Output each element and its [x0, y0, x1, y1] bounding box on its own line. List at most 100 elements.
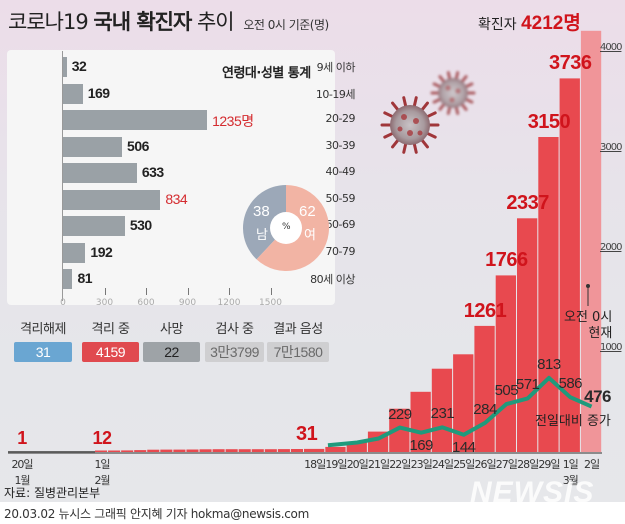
- month-label: 3월: [562, 474, 579, 487]
- age-bar: [63, 83, 83, 104]
- bar: [538, 137, 559, 452]
- age-x-tick: [187, 288, 189, 295]
- donut-slice-male: [243, 185, 286, 260]
- age-bar-value: 506: [127, 137, 149, 154]
- x-tick-label: 20일: [11, 458, 33, 471]
- credit-text: 20.03.02 뉴시스 그래픽 안지혜 기자 hokma@newsis.com: [4, 507, 309, 521]
- bar: [580, 30, 602, 453]
- x-tick-label: 18일: [304, 458, 326, 471]
- age-x-tick-label: 600: [137, 298, 155, 308]
- stat-value-box: 3만3799: [205, 342, 264, 362]
- female-label: 여: [304, 228, 316, 243]
- x-tick-label: 24일: [431, 458, 454, 471]
- increase-value-label: 813: [537, 355, 561, 373]
- age-x-tick-label: 0: [60, 298, 66, 308]
- age-group-label: 30-39: [325, 138, 356, 152]
- age-group-label: 50-59: [325, 191, 356, 205]
- bar: [290, 449, 303, 452]
- age-x-tick: [229, 288, 230, 295]
- age-x-tick: [146, 288, 147, 295]
- bar: [474, 325, 495, 452]
- age-bar: [63, 110, 208, 130]
- bar-value-label: 2337: [506, 192, 549, 215]
- bar: [251, 449, 264, 452]
- bar-value-label: 31: [296, 423, 318, 445]
- age-x-tick-label: 1200: [217, 298, 241, 308]
- age-bar: [63, 189, 161, 210]
- increase-value-label: 505: [494, 382, 519, 400]
- bar: [147, 449, 160, 452]
- age-x-tick: [270, 288, 272, 295]
- stat-label: 사망: [160, 322, 183, 337]
- age-bar-value: 1235명: [212, 113, 254, 129]
- bar: [346, 441, 367, 452]
- increase-line: [327, 375, 593, 448]
- bar: [95, 450, 108, 452]
- bar: [225, 449, 238, 452]
- stat-value-box: 7만1580: [267, 342, 329, 362]
- stat-value-box: 4159: [82, 342, 139, 362]
- page-title: 코로나19 국내 확진자 추이 오전 0시 기준(명): [8, 10, 329, 34]
- bar-value-label: 1766: [485, 249, 528, 272]
- month-label: 2월: [94, 474, 110, 487]
- stat-label: 격리해제: [20, 322, 66, 337]
- bar: [431, 368, 453, 452]
- y-tick-label: 4000: [600, 42, 622, 53]
- increase-value-label: 229: [388, 405, 412, 423]
- age-bar: [63, 57, 67, 77]
- virus-icon-blurred: [430, 71, 476, 115]
- age-group-label: 80세 이상: [310, 273, 355, 286]
- early-value-label: 12: [92, 428, 112, 448]
- x-tick-label: 29일: [538, 458, 560, 471]
- footer-bar: [0, 502, 625, 524]
- increase-legend: 전일대비 증가: [535, 414, 611, 429]
- stat-label: 격리 중: [91, 322, 130, 337]
- bar: [134, 450, 147, 452]
- early-value-label: 1: [17, 428, 27, 448]
- x-tick-label: 23일: [410, 458, 433, 471]
- age-bar-value: 192: [90, 243, 113, 260]
- age-x-tick: [104, 288, 106, 295]
- y-tick-label: 2000: [600, 242, 622, 253]
- bar: [108, 450, 121, 452]
- age-bar: [63, 163, 137, 183]
- age-group-label: 60-69: [325, 218, 356, 231]
- x-tick-label: 2일: [583, 458, 600, 471]
- panel-title: 연령대·성별 통계: [222, 66, 311, 81]
- x-tick-label: 22일: [389, 458, 411, 471]
- increase-value-label: 231: [430, 405, 455, 423]
- male-label: 남: [256, 228, 268, 243]
- virus-icon: [380, 96, 440, 154]
- stat-value-box: 31: [14, 342, 72, 362]
- age-axis-line: [62, 51, 63, 301]
- stat-value-box: 22: [143, 342, 200, 362]
- age-group-label: 40-49: [325, 165, 356, 178]
- age-bar-value: 530: [129, 217, 152, 233]
- age-x-tick-label: 300: [95, 298, 114, 308]
- x-tick-label: 19일: [325, 458, 347, 471]
- x-tick-label: 25일: [453, 458, 475, 471]
- source-text: 자료: 질병관리본부: [4, 486, 101, 500]
- bar: [264, 449, 277, 452]
- donut-center-label: %: [282, 222, 291, 232]
- age-bar: [63, 136, 123, 157]
- gender-donut: [243, 185, 329, 271]
- age-bar: [63, 242, 86, 263]
- bar: [453, 354, 474, 452]
- increase-value-label: 571: [515, 376, 540, 394]
- age-bar-value: 169: [87, 84, 110, 101]
- x-tick-label: 26일: [474, 458, 496, 471]
- x-tick-label: 1일: [562, 458, 579, 471]
- bar: [389, 408, 410, 452]
- age-bar-value: 834: [165, 190, 188, 207]
- bar-value-label: 3150: [527, 111, 571, 133]
- bar: [121, 450, 134, 452]
- increase-value-label: 284: [473, 400, 497, 418]
- bar: [186, 449, 199, 452]
- age-bar: [63, 216, 125, 236]
- total-cases-value: 4212명: [521, 13, 581, 34]
- increase-value-label: 169: [409, 436, 433, 454]
- increase-value-label: 476: [584, 386, 611, 406]
- age-x-tick-label: 1500: [259, 298, 282, 308]
